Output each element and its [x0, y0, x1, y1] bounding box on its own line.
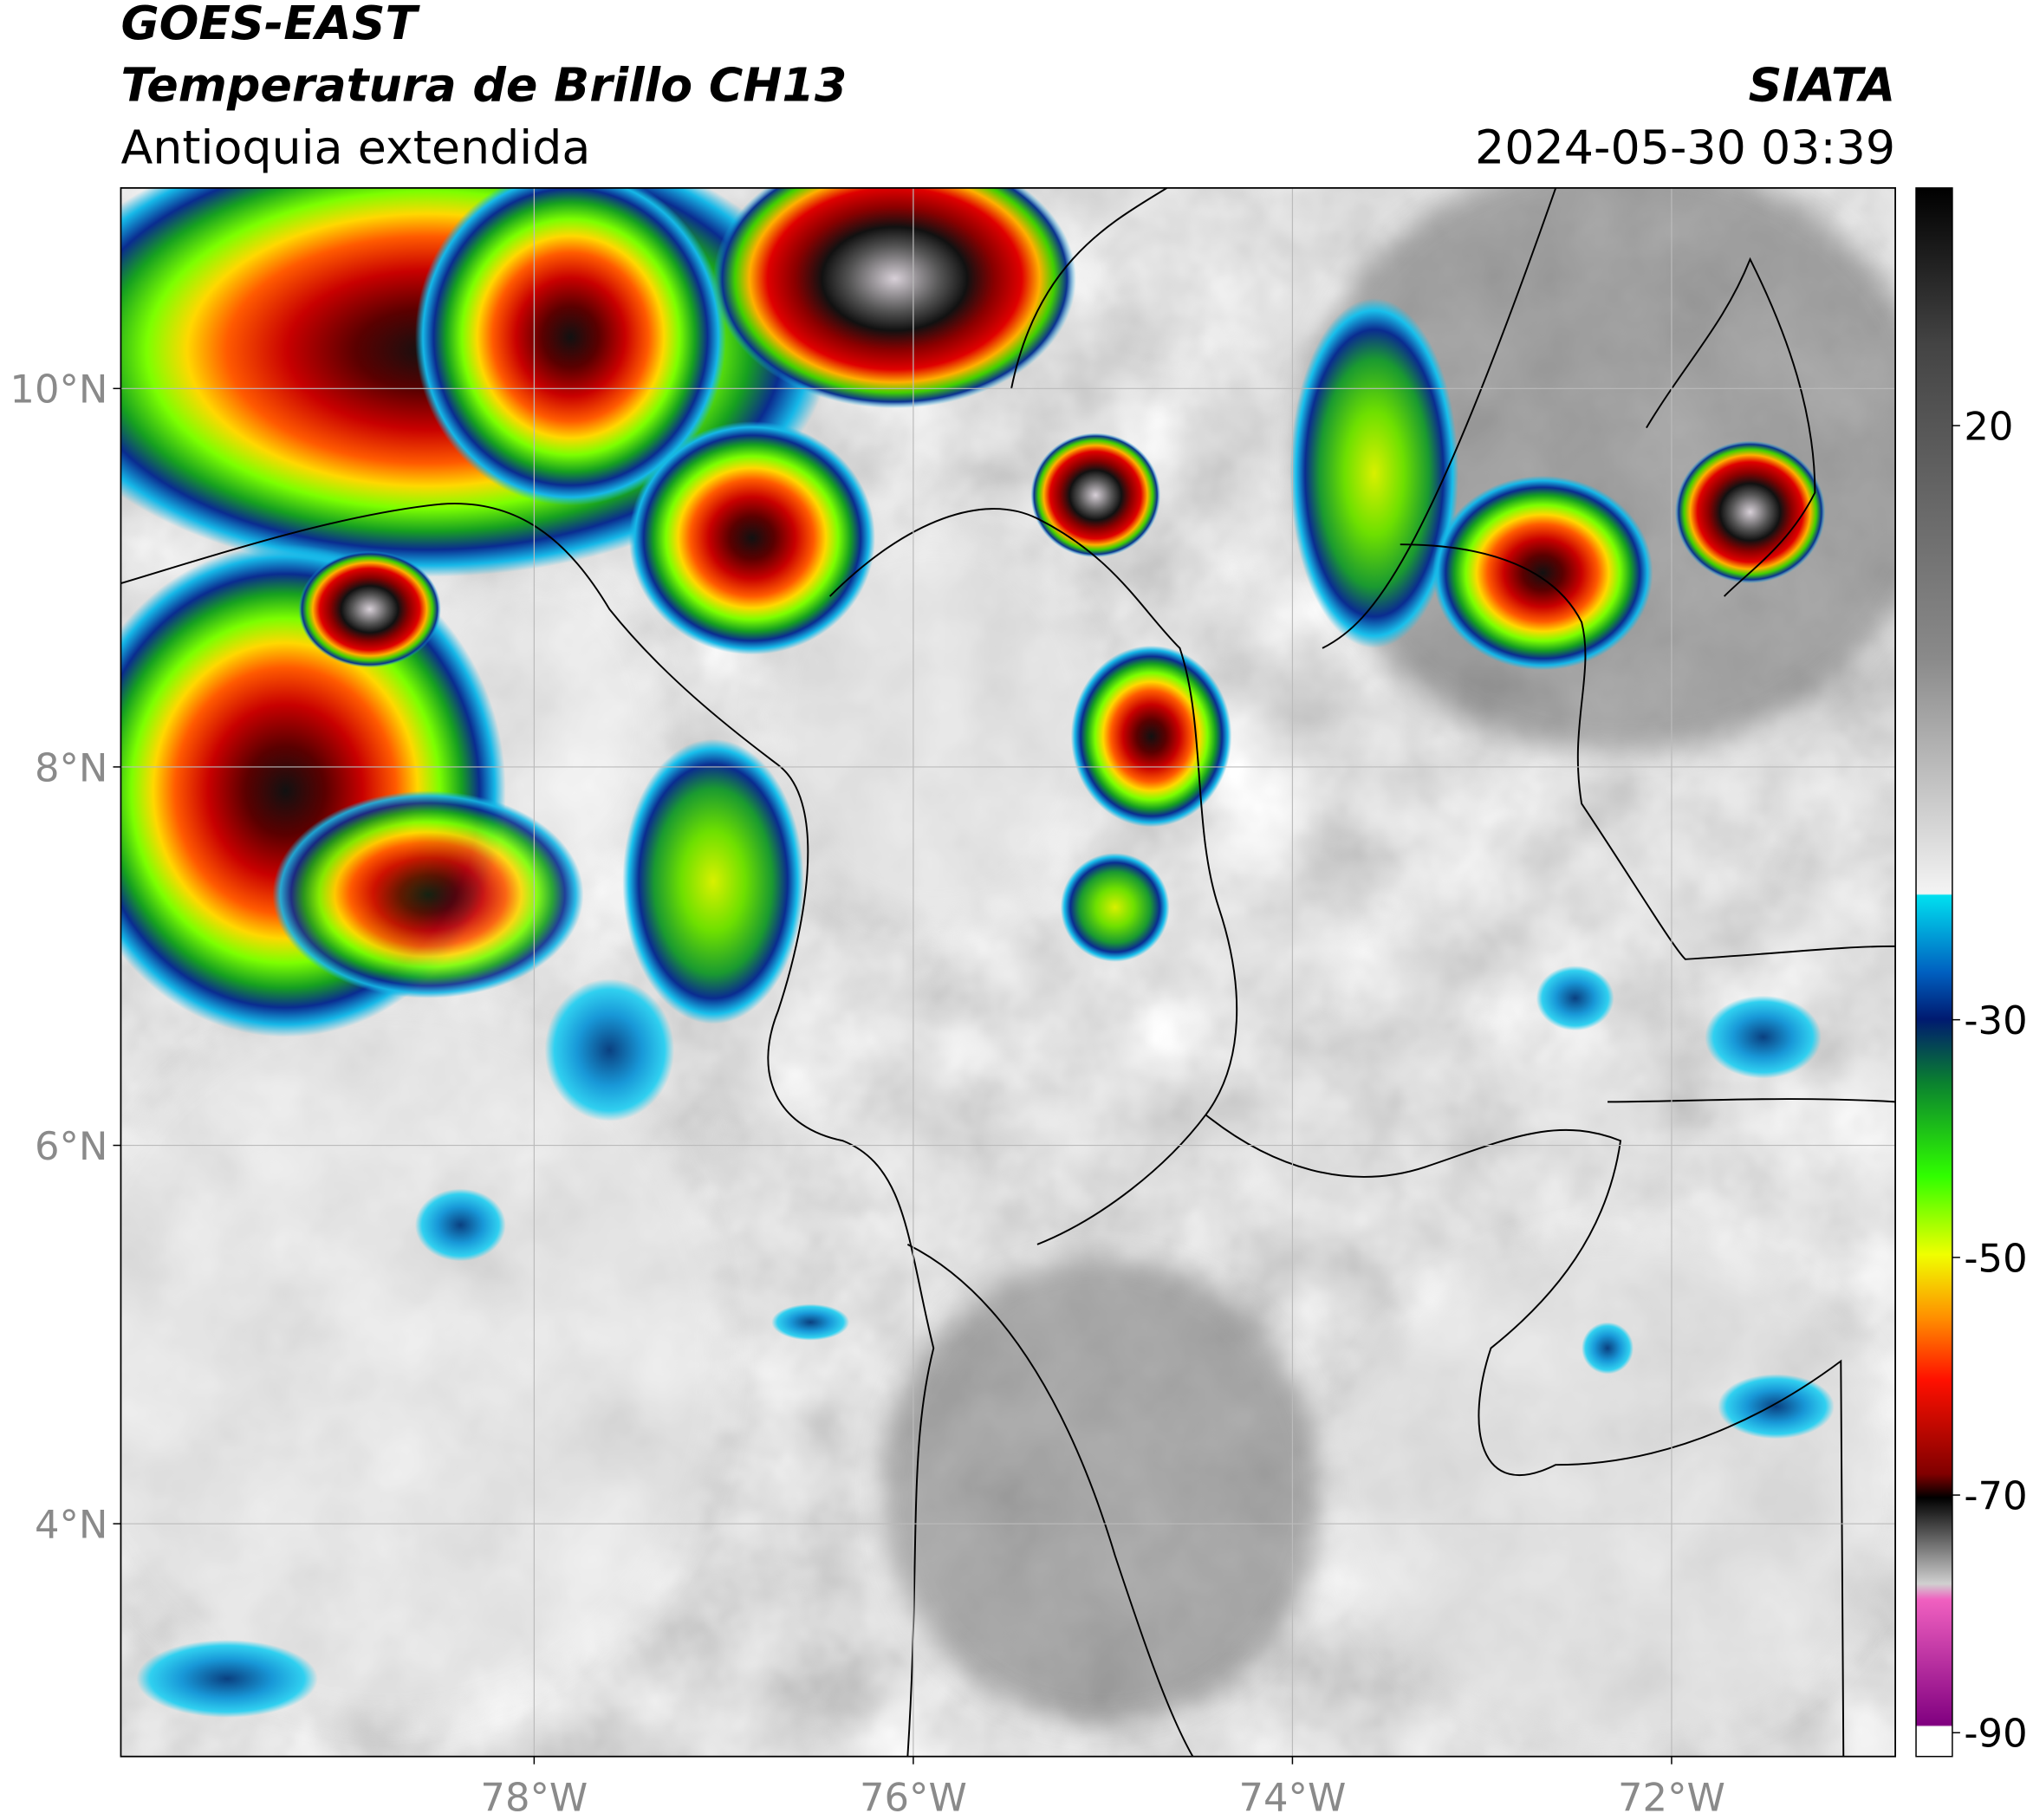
datetime: 2024-05-30 03:39: [1475, 120, 1895, 174]
source: SIATA: [1749, 58, 1896, 113]
x-tick-label: 76°W: [860, 1775, 967, 1820]
colorbar-tick-label: -70: [1964, 1473, 2027, 1519]
colorbar-tick-label: -50: [1964, 1235, 2027, 1281]
colorbar-tick-label: -30: [1964, 998, 2027, 1043]
y-tick-label: 10°N: [10, 367, 107, 413]
y-tick-label: 8°N: [35, 744, 108, 790]
colorbar-tick-label: 20: [1964, 404, 2013, 450]
gridlines: [120, 187, 1896, 1757]
y-tick-label: 6°N: [35, 1123, 108, 1169]
region: Antioquia extendida: [120, 120, 590, 174]
y-tick-label: 4°N: [35, 1502, 108, 1548]
x-tick-label: 74°W: [1238, 1775, 1346, 1820]
x-tick-label: 78°W: [480, 1775, 588, 1820]
x-tick-label: 72°W: [1618, 1775, 1725, 1820]
colorbar-tick-label: -90: [1964, 1711, 2027, 1757]
subtitle: Temperatura de Brillo CH13: [120, 58, 847, 113]
title: GOES-EAST: [120, 0, 420, 50]
colorbar: [1915, 187, 1953, 1758]
borders: [120, 187, 1896, 1757]
satellite-image: [120, 187, 1896, 1757]
map-frame: [120, 186, 1896, 1758]
